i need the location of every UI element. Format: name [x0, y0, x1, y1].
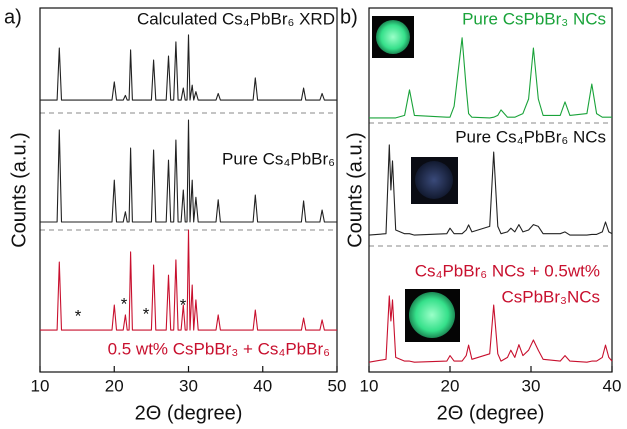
x-tick-label: 20 [441, 376, 460, 395]
x-tick-label: 30 [179, 376, 198, 395]
series-line [369, 37, 612, 119]
annotation: * [180, 295, 187, 314]
x-tick-label: 40 [603, 376, 622, 395]
x-tick-label: 10 [31, 376, 50, 395]
x-tick-label: 20 [105, 376, 124, 395]
annotation: 0.5 wt% CsPbBr₃ + Cs₄PbBr₆ [108, 339, 330, 358]
plot-frame [39, 7, 338, 373]
x-tick-label: 50 [328, 376, 347, 395]
x-tick-label: 40 [253, 376, 272, 395]
annotation: * [143, 304, 150, 323]
panel-label: b) [340, 6, 358, 28]
x-tick-label: 10 [360, 376, 379, 395]
x-tick-label: 30 [522, 376, 541, 395]
inset-disc [415, 161, 453, 199]
annotation: CsPbBr₃NCs [501, 287, 600, 306]
series-line [368, 144, 613, 236]
annotation: Calculated Cs₄PbBr₆ XRD [137, 9, 335, 28]
inset-disc [376, 20, 410, 54]
annotation: Pure Cs₄PbBr₆ NCs [455, 127, 606, 146]
series-line [40, 229, 337, 331]
y-axis-label: Counts (a.u.) [344, 132, 366, 248]
dashed-separators [40, 112, 612, 247]
panel-label: a) [4, 6, 22, 28]
annotation: * [121, 294, 128, 313]
annotation: Pure Cs₄PbBr₆ [222, 149, 335, 168]
inset-disc [409, 292, 455, 338]
series-line [40, 119, 337, 223]
annotation: * [75, 306, 82, 325]
series-line [368, 295, 613, 363]
series-line [40, 34, 337, 101]
x-axis-label: 2Θ (degree) [437, 402, 545, 424]
x-axis-label: 2Θ (degree) [135, 402, 243, 424]
annotation: Cs₄PbBr₆ NCs + 0.5wt% [415, 261, 600, 280]
insets [372, 16, 460, 342]
y-axis-label: Counts (a.u.) [8, 132, 30, 248]
annotation: Pure CsPbBr₃ NCs [462, 9, 606, 28]
plot-frame [368, 7, 613, 373]
